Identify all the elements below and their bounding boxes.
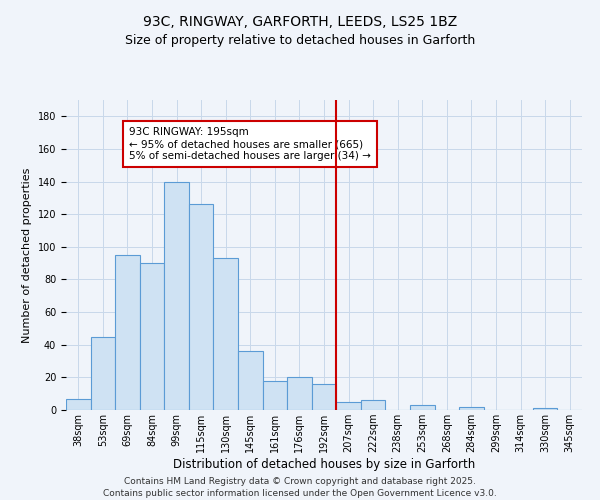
- Bar: [91, 336, 115, 410]
- Text: 93C, RINGWAY, GARFORTH, LEEDS, LS25 1BZ: 93C, RINGWAY, GARFORTH, LEEDS, LS25 1BZ: [143, 15, 457, 29]
- Bar: [66, 398, 91, 410]
- Bar: [336, 402, 361, 410]
- Bar: [164, 182, 189, 410]
- Bar: [287, 378, 312, 410]
- Bar: [238, 352, 263, 410]
- Bar: [533, 408, 557, 410]
- Bar: [140, 263, 164, 410]
- Bar: [312, 384, 336, 410]
- Bar: [459, 406, 484, 410]
- Bar: [410, 405, 434, 410]
- Bar: [361, 400, 385, 410]
- Bar: [263, 380, 287, 410]
- Text: 93C RINGWAY: 195sqm
← 95% of detached houses are smaller (665)
5% of semi-detach: 93C RINGWAY: 195sqm ← 95% of detached ho…: [130, 128, 371, 160]
- Bar: [115, 255, 140, 410]
- Text: Size of property relative to detached houses in Garforth: Size of property relative to detached ho…: [125, 34, 475, 47]
- Text: Contains HM Land Registry data © Crown copyright and database right 2025.
Contai: Contains HM Land Registry data © Crown c…: [103, 476, 497, 498]
- Y-axis label: Number of detached properties: Number of detached properties: [22, 168, 32, 342]
- Bar: [189, 204, 214, 410]
- Bar: [214, 258, 238, 410]
- X-axis label: Distribution of detached houses by size in Garforth: Distribution of detached houses by size …: [173, 458, 475, 471]
